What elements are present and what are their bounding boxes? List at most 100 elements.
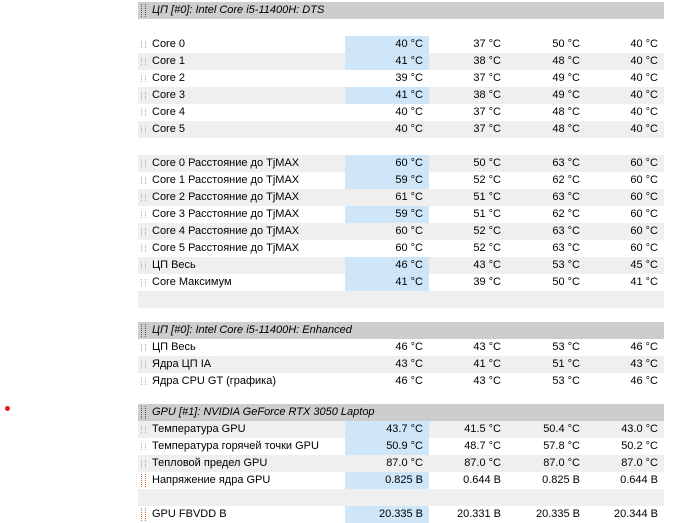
grip-dots-icon <box>140 443 146 450</box>
section-header-row[interactable]: ЦП [#0]: Intel Core i5-11400H: DTS <box>138 2 664 19</box>
value-average: 87.0 °C <box>621 457 658 469</box>
row-drag-handle-icon[interactable] <box>138 172 148 189</box>
value-minimum: 37 °C <box>473 72 501 84</box>
sensor-label: Core 5 <box>152 123 186 135</box>
row-drag-handle-icon[interactable] <box>138 53 148 70</box>
row-drag-handle-icon[interactable] <box>138 506 148 523</box>
value-minimum: 51 °C <box>473 208 501 220</box>
row-drag-handle-icon[interactable] <box>138 339 148 356</box>
value-average: 43 °C <box>630 358 658 370</box>
value-maximum: 49 °C <box>552 89 580 101</box>
value-current: 50.9 °C <box>345 438 429 455</box>
sensor-row[interactable]: ЦП Весь 46 °C 43 °C 53 °C 46 °C <box>138 339 664 356</box>
row-drag-handle-icon[interactable] <box>138 322 148 339</box>
row-drag-handle-icon[interactable] <box>138 2 148 19</box>
value-minimum: 52 °C <box>473 242 501 254</box>
sensor-row[interactable]: Тепловой предел GPU 87.0 °C 87.0 °C 87.0 °C… <box>138 455 664 472</box>
sensor-row[interactable]: Core Максимум 41 °C 39 °C 50 °C 41 °C <box>138 274 664 291</box>
grip-dots-icon <box>140 228 146 235</box>
sensor-row[interactable]: Core 5 Расстояние до TjMAX 60 °C 52 °C 63 °… <box>138 240 664 257</box>
value-average: 40 °C <box>630 123 658 135</box>
value-average: 46 °C <box>630 341 658 353</box>
value-average: 60 °C <box>630 225 658 237</box>
row-drag-handle-icon[interactable] <box>138 472 148 489</box>
row-drag-handle-icon[interactable] <box>138 70 148 87</box>
sensor-row[interactable]: Core 5 40 °C 37 °C 48 °C 40 °C <box>138 121 664 138</box>
sensor-row[interactable]: Температура GPU 43.7 °C 41.5 °C 50.4 °C 43.0… <box>138 421 664 438</box>
row-drag-handle-icon[interactable] <box>138 356 148 373</box>
row-drag-handle-icon[interactable] <box>138 240 148 257</box>
sensor-label: Core 4 <box>152 106 186 118</box>
sensor-row[interactable]: Ядра CPU GT (графика) 46 °C 43 °C 53 °C 46 °… <box>138 373 664 390</box>
sensor-row[interactable]: Core 4 40 °C 37 °C 48 °C 40 °C <box>138 104 664 121</box>
sensor-row[interactable]: Core 0 Расстояние до TjMAX 60 °C 50 °C 63 °… <box>138 155 664 172</box>
value-maximum: 63 °C <box>552 191 580 203</box>
row-drag-handle-icon[interactable] <box>138 438 148 455</box>
value-minimum: 51 °C <box>473 191 501 203</box>
grip-dots-icon <box>140 92 146 99</box>
value-maximum: 87.0 °C <box>543 457 580 469</box>
row-drag-handle-icon[interactable] <box>138 104 148 121</box>
value-average: 60 °C <box>630 242 658 254</box>
sensor-label: Core 2 <box>152 72 186 84</box>
grip-dots-icon <box>140 75 146 82</box>
value-maximum: 20.335 В <box>535 508 580 520</box>
value-maximum: 62 °C <box>552 174 580 186</box>
value-average: 50.2 °C <box>621 440 658 452</box>
sensor-row[interactable]: Core 2 Расстояние до TjMAX 61 °C 51 °C 63 °… <box>138 189 664 206</box>
value-maximum: 63 °C <box>552 242 580 254</box>
sensor-row[interactable]: Напряжение ядра GPU 0.825 В 0.644 В 0.825 В… <box>138 472 664 489</box>
row-drag-handle-icon[interactable] <box>138 421 148 438</box>
sensor-label: Ядра ЦП IA <box>152 358 212 370</box>
value-current: 0.825 В <box>345 472 429 489</box>
sensor-row[interactable]: Температура горячей точки GPU 50.9 °C 48.7… <box>138 438 664 455</box>
value-minimum: 48.7 °C <box>464 440 501 452</box>
value-maximum: 48 °C <box>552 55 580 67</box>
section-title: ЦП [#0]: Intel Core i5-11400H: DTS <box>152 4 325 16</box>
row-drag-handle-icon[interactable] <box>138 373 148 390</box>
value-current: 61 °C <box>395 191 423 203</box>
value-average: 41 °C <box>630 276 658 288</box>
sensor-row[interactable]: Core 0 40 °C 37 °C 50 °C 40 °C <box>138 36 664 53</box>
value-minimum: 87.0 °C <box>464 457 501 469</box>
value-current: 46 °C <box>395 341 423 353</box>
value-maximum: 57.8 °C <box>543 440 580 452</box>
row-drag-handle-icon[interactable] <box>138 274 148 291</box>
sensor-row[interactable]: Core 2 39 °C 37 °C 49 °C 40 °C <box>138 70 664 87</box>
sensor-row[interactable]: Core 1 Расстояние до TjMAX 59 °C 52 °C 62 °… <box>138 172 664 189</box>
sensor-row[interactable]: Core 4 Расстояние до TjMAX 60 °C 52 °C 63 °… <box>138 223 664 240</box>
sensor-row[interactable]: Core 3 Расстояние до TjMAX 59 °C 51 °C 62 °… <box>138 206 664 223</box>
section-header-row[interactable]: GPU [#1]: NVIDIA GeForce RTX 3050 Laptop <box>138 404 664 421</box>
value-minimum: 41.5 °C <box>464 423 501 435</box>
row-drag-handle-icon[interactable] <box>138 223 148 240</box>
row-drag-handle-icon[interactable] <box>138 155 148 172</box>
value-maximum: 51 °C <box>552 358 580 370</box>
row-drag-handle-icon[interactable] <box>138 257 148 274</box>
row-drag-handle-icon[interactable] <box>138 404 148 421</box>
section-title: GPU [#1]: NVIDIA GeForce RTX 3050 Laptop <box>152 406 375 418</box>
section-header-row[interactable]: ЦП [#0]: Intel Core i5-11400H: Enhanced <box>138 322 664 339</box>
grip-dots-icon <box>140 160 146 167</box>
value-current: 60 °C <box>395 225 423 237</box>
row-drag-handle-icon[interactable] <box>138 189 148 206</box>
sensor-row[interactable]: ЦП Весь 46 °C 43 °C 53 °C 45 °C <box>138 257 664 274</box>
row-drag-handle-icon[interactable] <box>138 36 148 53</box>
sensor-label: Core 5 Расстояние до TjMAX <box>152 242 300 254</box>
value-average: 43.0 °C <box>621 423 658 435</box>
sensor-label: Core 1 <box>152 55 186 67</box>
value-current: 60 °C <box>395 242 423 254</box>
red-marker-dot <box>5 406 10 411</box>
sensor-label: Температура GPU <box>152 423 246 435</box>
sensor-row[interactable]: Core 3 41 °C 38 °C 49 °C 40 °C <box>138 87 664 104</box>
grip-dots-icon <box>140 324 146 337</box>
row-drag-handle-icon[interactable] <box>138 121 148 138</box>
value-current: 59 °C <box>345 206 429 223</box>
value-current: 41 °C <box>345 53 429 70</box>
row-drag-handle-icon[interactable] <box>138 87 148 104</box>
sensor-row[interactable]: Core 1 41 °C 38 °C 48 °C 40 °C <box>138 53 664 70</box>
sensor-row[interactable]: Ядра ЦП IA 43 °C 41 °C 51 °C 43 °C <box>138 356 664 373</box>
row-drag-handle-icon[interactable] <box>138 206 148 223</box>
row-drag-handle-icon[interactable] <box>138 455 148 472</box>
sensor-row[interactable]: GPU FBVDD В 20.335 В 20.331 В 20.335 В 20.34… <box>138 506 664 523</box>
